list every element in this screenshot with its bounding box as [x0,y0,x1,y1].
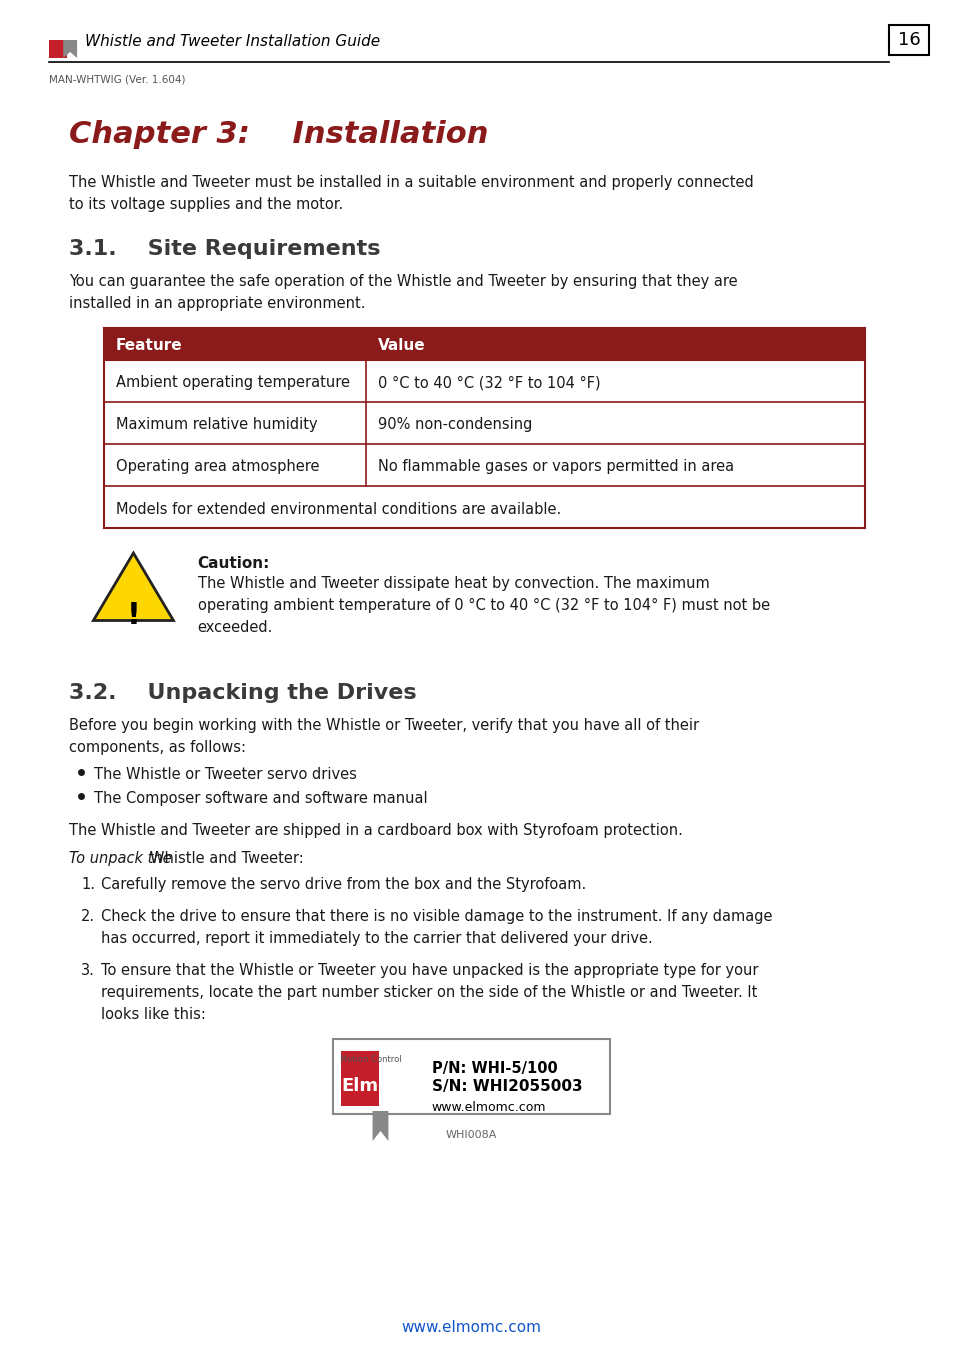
Text: S/N: WHI2055003: S/N: WHI2055003 [432,1079,582,1094]
Text: components, as follows:: components, as follows: [70,740,246,755]
Text: looks like this:: looks like this: [101,1007,206,1022]
Text: Value: Value [377,339,425,354]
FancyBboxPatch shape [104,402,863,444]
Text: MAN-WHTWIG (Ver. 1.604): MAN-WHTWIG (Ver. 1.604) [50,76,186,85]
Text: Feature: Feature [115,339,182,354]
Text: 3.: 3. [81,963,94,977]
Polygon shape [63,40,77,58]
FancyBboxPatch shape [351,1138,378,1148]
Text: Chapter 3:    Installation: Chapter 3: Installation [70,120,488,148]
Text: Whistle and Tweeter Installation Guide: Whistle and Tweeter Installation Guide [85,35,379,50]
FancyBboxPatch shape [104,444,863,486]
Text: To ensure that the Whistle or Tweeter you have unpacked is the appropriate type : To ensure that the Whistle or Tweeter yo… [101,963,758,977]
FancyBboxPatch shape [50,40,67,58]
FancyBboxPatch shape [104,486,863,528]
Text: No flammable gases or vapors permitted in area: No flammable gases or vapors permitted i… [377,459,733,474]
Text: Caution:: Caution: [197,556,270,571]
Text: Models for extended environmental conditions are available.: Models for extended environmental condit… [115,501,560,517]
Polygon shape [93,554,173,621]
Text: Elmo: Elmo [340,1077,390,1095]
Text: Maximum relative humidity: Maximum relative humidity [115,417,317,432]
Text: requirements, locate the part number sticker on the side of the Whistle or and T: requirements, locate the part number sti… [101,986,757,1000]
Text: operating ambient temperature of 0 °C to 40 °C (32 °F to 104° F) must not be: operating ambient temperature of 0 °C to… [197,598,769,613]
Text: To unpack the: To unpack the [70,850,176,865]
FancyBboxPatch shape [888,26,928,55]
Text: Ambient operating temperature: Ambient operating temperature [115,375,349,390]
Text: The Whistle and Tweeter must be installed in a suitable environment and properly: The Whistle and Tweeter must be installe… [70,176,753,190]
Text: exceeded.: exceeded. [197,620,273,634]
Text: The Whistle and Tweeter dissipate heat by convection. The maximum: The Whistle and Tweeter dissipate heat b… [197,576,709,591]
Text: www.elmomc.com: www.elmomc.com [401,1320,541,1335]
Polygon shape [373,1111,388,1141]
Text: !: ! [127,602,140,630]
FancyBboxPatch shape [340,1052,378,1106]
FancyBboxPatch shape [351,1120,378,1131]
Text: 3.2.    Unpacking the Drives: 3.2. Unpacking the Drives [70,683,416,703]
FancyBboxPatch shape [333,1040,609,1114]
Text: Before you begin working with the Whistle or Tweeter, verify that you have all o: Before you begin working with the Whistl… [70,718,699,733]
Text: has occurred, report it immediately to the carrier that delivered your drive.: has occurred, report it immediately to t… [101,931,652,946]
FancyBboxPatch shape [104,328,863,360]
Text: 2.: 2. [81,909,95,923]
Text: The Composer software and software manual: The Composer software and software manua… [93,791,427,806]
Text: The Whistle and Tweeter are shipped in a cardboard box with Styrofoam protection: The Whistle and Tweeter are shipped in a… [70,824,682,838]
Text: Whistle and Tweeter:: Whistle and Tweeter: [150,850,304,865]
Text: You can guarantee the safe operation of the Whistle and Tweeter by ensuring that: You can guarantee the safe operation of … [70,274,737,289]
Text: The Whistle or Tweeter servo drives: The Whistle or Tweeter servo drives [93,767,356,782]
Text: www.elmomc.com: www.elmomc.com [432,1102,546,1114]
Text: WHI008A: WHI008A [445,1130,497,1139]
Text: 0 °C to 40 °C (32 °F to 104 °F): 0 °C to 40 °C (32 °F to 104 °F) [377,375,599,390]
Text: 16: 16 [897,31,920,49]
Text: 3.1.    Site Requirements: 3.1. Site Requirements [70,239,380,259]
Text: Operating area atmosphere: Operating area atmosphere [115,459,319,474]
Text: Check the drive to ensure that there is no visible damage to the instrument. If : Check the drive to ensure that there is … [101,909,772,923]
Text: to its voltage supplies and the motor.: to its voltage supplies and the motor. [70,197,343,212]
Text: Motion Control: Motion Control [339,1054,401,1064]
Text: installed in an appropriate environment.: installed in an appropriate environment. [70,296,365,310]
Text: 90% non-condensing: 90% non-condensing [377,417,532,432]
Text: P/N: WHI-5/100: P/N: WHI-5/100 [432,1061,558,1076]
Text: Carefully remove the servo drive from the box and the Styrofoam.: Carefully remove the servo drive from th… [101,878,585,892]
FancyBboxPatch shape [104,360,863,402]
Text: 1.: 1. [81,878,95,892]
